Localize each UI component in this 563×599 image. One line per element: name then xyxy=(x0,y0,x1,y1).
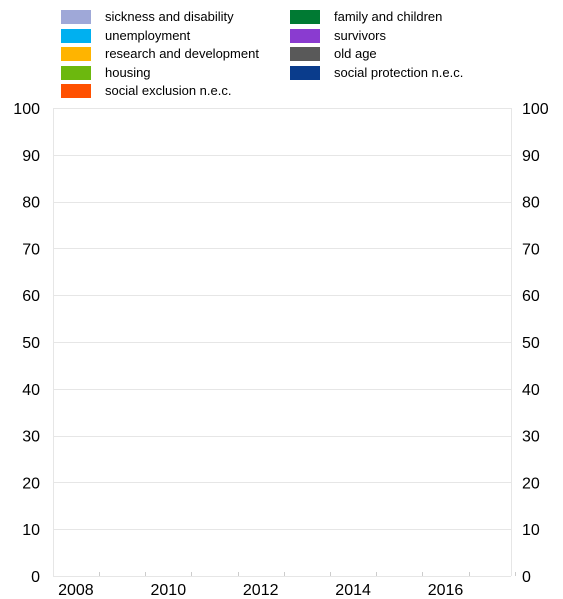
legend-swatch xyxy=(61,47,91,61)
y-tick-label-right: 30 xyxy=(522,429,540,446)
legend-item: housing xyxy=(61,64,151,82)
legend-swatch xyxy=(61,65,91,80)
legend-label: housing xyxy=(105,64,151,80)
chart-legend: sickness and disability unemployment resea… xyxy=(0,0,563,100)
x-tick-label: 2008 xyxy=(58,582,94,599)
legend-swatch xyxy=(290,65,320,80)
y-tick-label-right: 70 xyxy=(522,241,540,258)
legend-item: old age xyxy=(290,45,377,63)
legend-item: unemployment xyxy=(61,27,190,45)
y-tick-label-right: 50 xyxy=(522,335,540,352)
legend-item: sickness and disability xyxy=(61,8,234,26)
y-tick-label-right: 10 xyxy=(522,522,540,539)
legend-label: research and development xyxy=(105,46,259,61)
y-tick-label-left: 50 xyxy=(22,335,40,352)
y-tick-label-right: 40 xyxy=(522,382,540,399)
y-tick-label-left: 20 xyxy=(22,475,40,492)
x-tick-label: 2010 xyxy=(151,582,187,599)
y-tick-label-left: 10 xyxy=(22,522,40,539)
legend-label: sickness and disability xyxy=(105,9,234,24)
y-tick-label-left: 90 xyxy=(22,148,40,165)
legend-label: old age xyxy=(334,46,377,61)
y-tick-label-right: 90 xyxy=(522,148,540,165)
y-tick-label-left: 0 xyxy=(31,569,40,586)
x-tick-label: 2012 xyxy=(243,582,279,599)
y-tick-label-left: 60 xyxy=(22,288,40,305)
legend-swatch xyxy=(290,10,320,24)
legend-item: family and children xyxy=(290,8,442,26)
legend-swatch xyxy=(61,28,91,43)
legend-item: social protection n.e.c. xyxy=(290,64,463,82)
y-tick-label-left: 30 xyxy=(22,429,40,446)
legend-swatch xyxy=(61,10,91,24)
legend-label: social exclusion n.e.c. xyxy=(105,83,232,98)
y-tick-label-right: 60 xyxy=(522,288,540,305)
legend-swatch xyxy=(290,47,320,61)
y-tick-label-right: 100 xyxy=(522,101,549,118)
legend-label: unemployment xyxy=(105,27,191,43)
x-tick-label: 2016 xyxy=(428,582,464,599)
legend-swatch xyxy=(61,84,91,98)
legend-label: survivors xyxy=(334,27,387,43)
y-tick-label-left: 100 xyxy=(13,101,40,118)
legend-item: survivors xyxy=(290,27,386,45)
legend-item: research and development xyxy=(61,45,259,63)
y-tick-label-right: 20 xyxy=(522,475,540,492)
legend-item: social exclusion n.e.c. xyxy=(61,82,231,100)
y-tick-label-right: 0 xyxy=(522,569,531,586)
x-tick-label: 2014 xyxy=(335,582,371,599)
legend-swatch xyxy=(290,28,320,43)
y-tick-label-left: 70 xyxy=(22,241,40,258)
legend-label: social protection n.e.c. xyxy=(334,64,464,80)
y-tick-label-left: 80 xyxy=(22,195,40,212)
legend-label: family and children xyxy=(334,9,443,24)
y-tick-label-left: 40 xyxy=(22,382,40,399)
y-tick-label-right: 80 xyxy=(522,195,540,212)
